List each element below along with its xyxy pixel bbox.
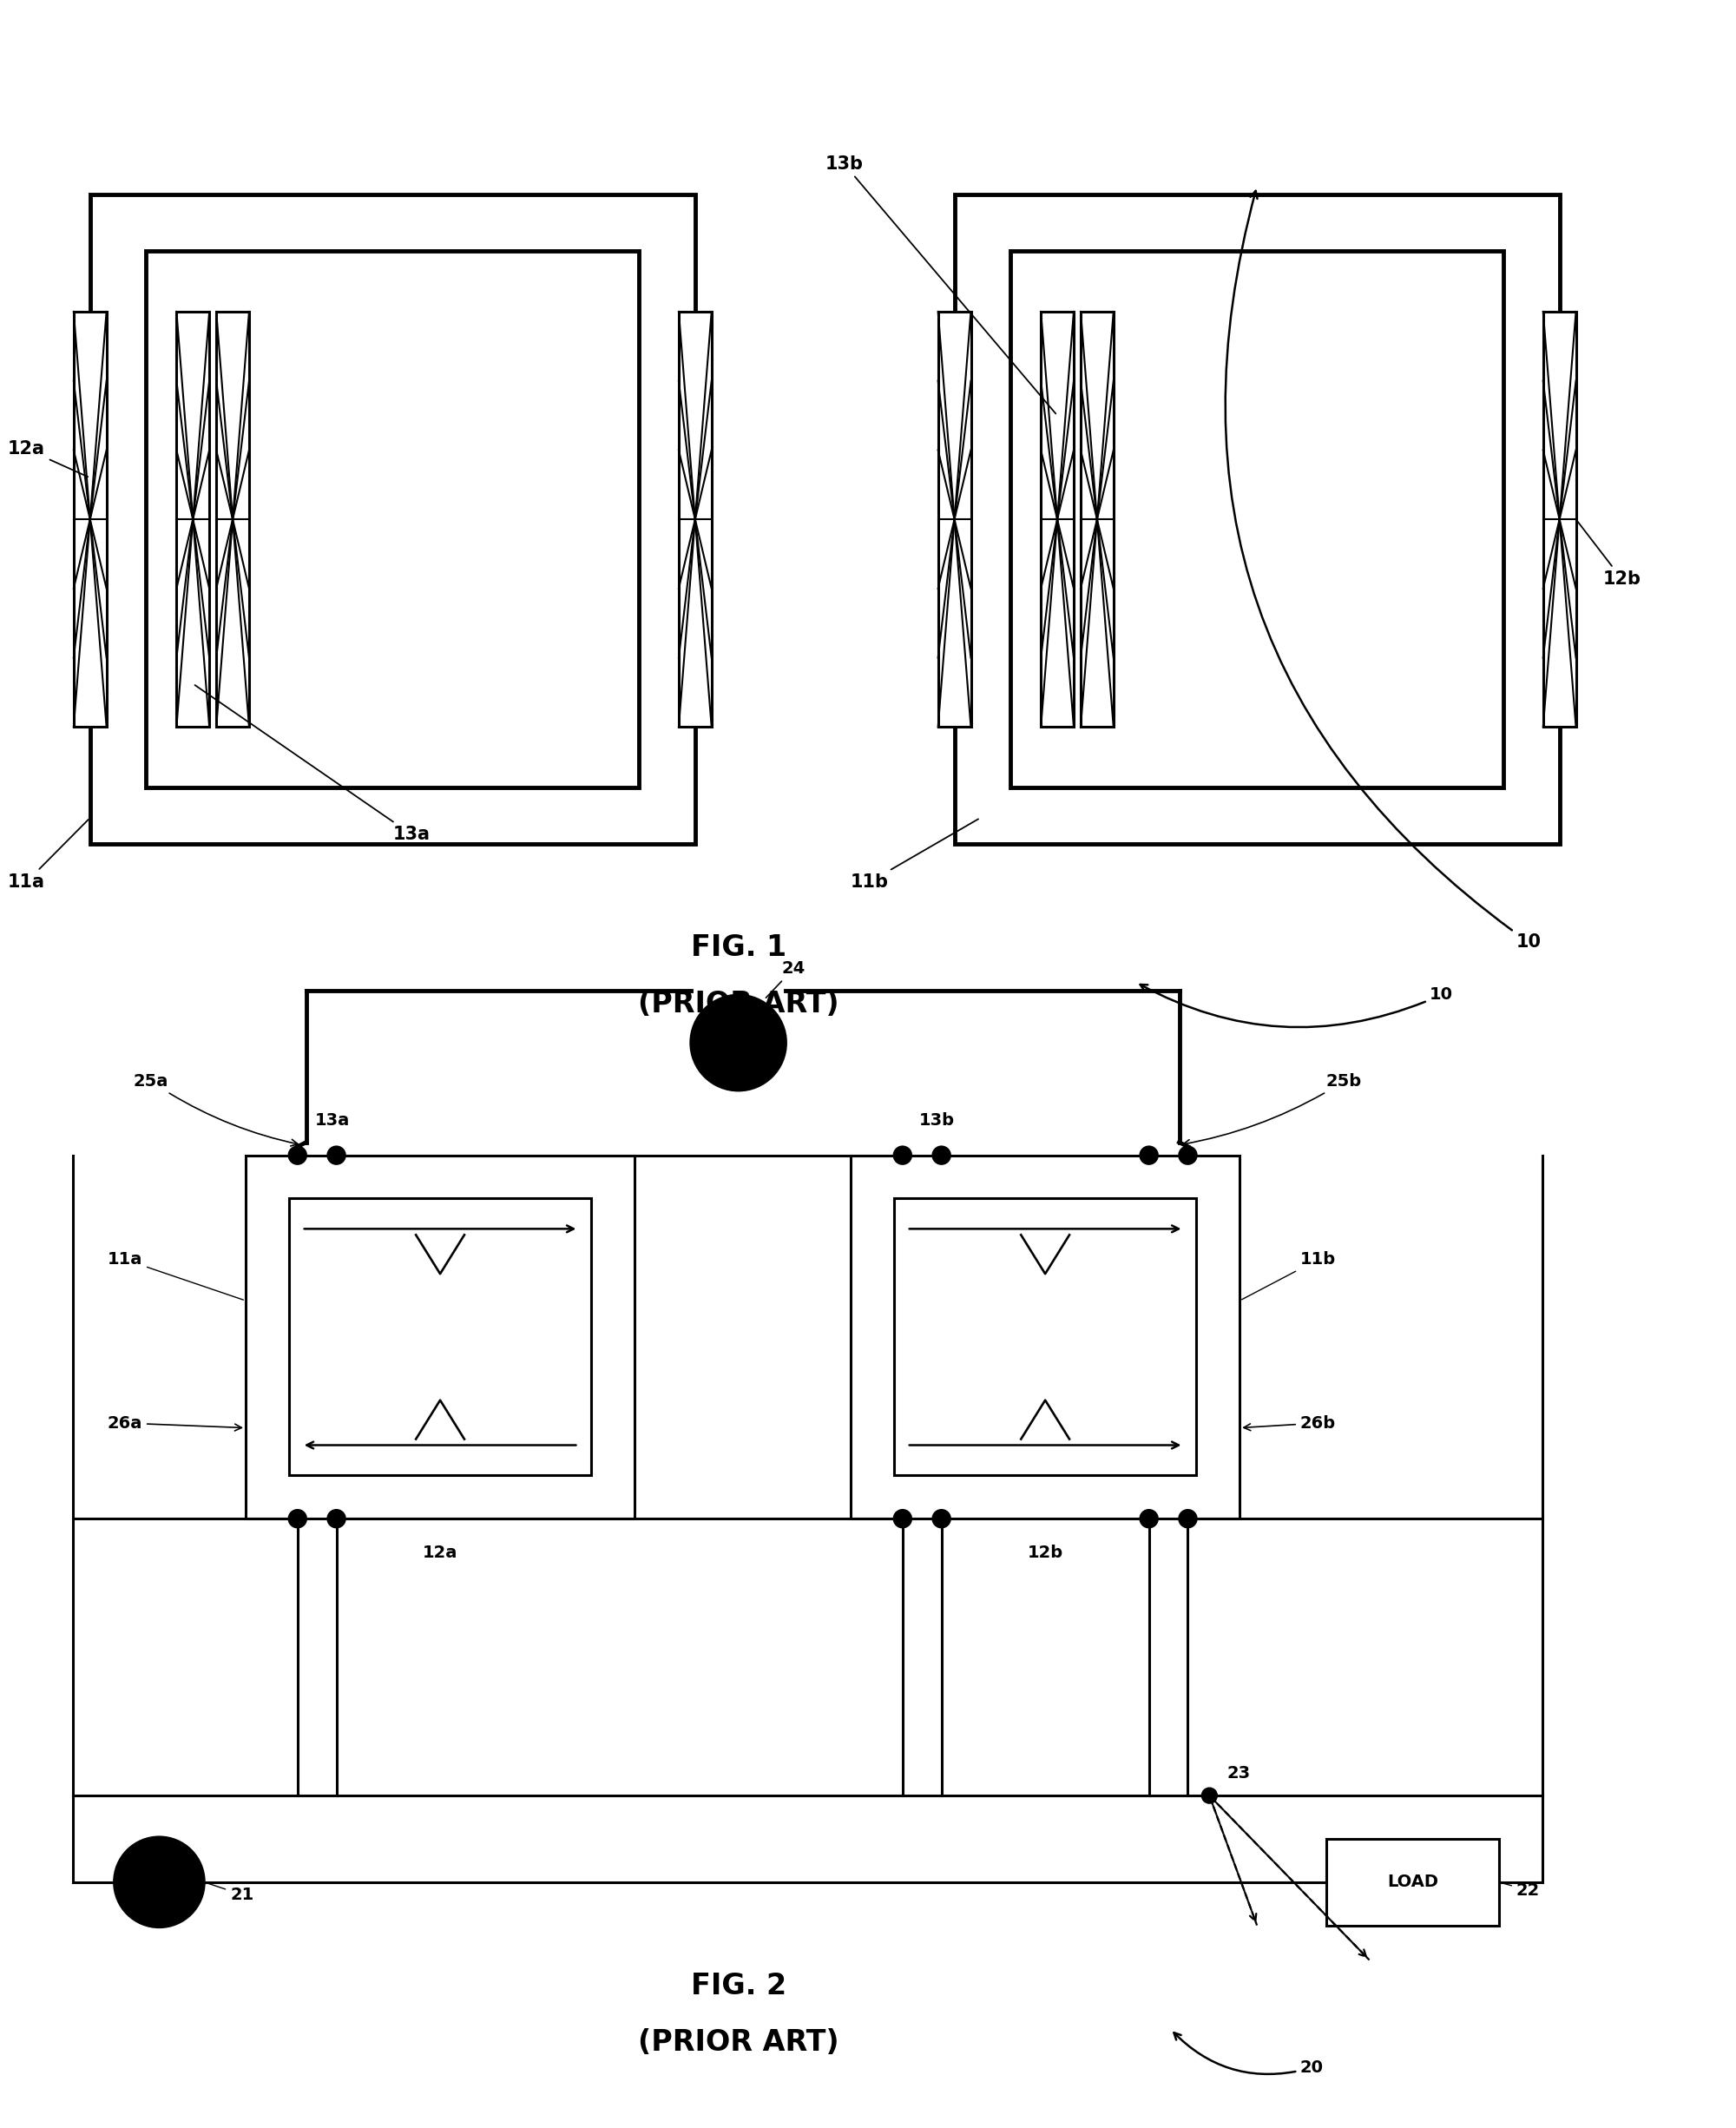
Text: 24: 24: [766, 960, 806, 998]
Bar: [288, 1198, 592, 1475]
Text: 13b: 13b: [825, 155, 1055, 413]
Text: 12a: 12a: [422, 1545, 458, 1562]
Bar: [679, 311, 712, 728]
Text: 12b: 12b: [1578, 521, 1641, 587]
Bar: [937, 311, 970, 728]
Text: 11a: 11a: [108, 1251, 243, 1300]
Text: 25b: 25b: [1184, 1073, 1361, 1147]
Bar: [1042, 311, 1075, 728]
Bar: [1010, 251, 1503, 787]
Text: FIG. 1: FIG. 1: [691, 934, 786, 962]
Circle shape: [328, 1147, 345, 1164]
Circle shape: [1201, 1788, 1217, 1802]
Circle shape: [328, 1511, 345, 1528]
Circle shape: [1179, 1511, 1196, 1528]
Circle shape: [1179, 1147, 1196, 1164]
Circle shape: [894, 1511, 911, 1528]
Circle shape: [932, 1147, 950, 1164]
Circle shape: [691, 996, 786, 1090]
Text: 21: 21: [207, 1883, 253, 1902]
Bar: [955, 196, 1559, 845]
Circle shape: [115, 1836, 205, 1928]
Text: (PRIOR ART): (PRIOR ART): [637, 2028, 838, 2058]
Bar: [894, 1198, 1196, 1475]
Circle shape: [932, 1511, 950, 1528]
Text: 12a: 12a: [9, 440, 89, 477]
Circle shape: [288, 1511, 306, 1528]
Text: 26a: 26a: [108, 1415, 241, 1432]
Text: 26b: 26b: [1243, 1415, 1337, 1432]
Bar: [217, 311, 248, 728]
Bar: [73, 311, 106, 728]
Text: 11a: 11a: [9, 819, 89, 890]
Bar: [146, 251, 639, 787]
Text: 11b: 11b: [1241, 1251, 1337, 1300]
Text: (PRIOR ART): (PRIOR ART): [637, 990, 838, 1019]
Text: 13a: 13a: [314, 1113, 349, 1128]
Text: 10: 10: [1141, 985, 1453, 1028]
Circle shape: [288, 1147, 306, 1164]
Circle shape: [1141, 1147, 1158, 1164]
Bar: [1326, 1839, 1498, 1926]
Text: 23: 23: [1227, 1766, 1250, 1781]
Circle shape: [894, 1147, 911, 1164]
Text: 25a: 25a: [134, 1073, 299, 1147]
Bar: [90, 196, 694, 845]
Text: 22: 22: [1502, 1881, 1540, 1898]
Bar: [177, 311, 210, 728]
Text: 13a: 13a: [194, 685, 431, 843]
Text: 13b: 13b: [920, 1113, 955, 1128]
Bar: [1543, 311, 1576, 728]
Bar: [247, 1156, 635, 1519]
Text: 10: 10: [1226, 192, 1542, 951]
Text: 20: 20: [1174, 2032, 1323, 2077]
Bar: [1080, 311, 1113, 728]
Text: FIG. 2: FIG. 2: [691, 1973, 786, 2000]
Text: 12b: 12b: [1028, 1545, 1062, 1562]
Circle shape: [1141, 1511, 1158, 1528]
Text: LOAD: LOAD: [1387, 1875, 1437, 1890]
Text: 11b: 11b: [851, 819, 979, 890]
Bar: [851, 1156, 1240, 1519]
